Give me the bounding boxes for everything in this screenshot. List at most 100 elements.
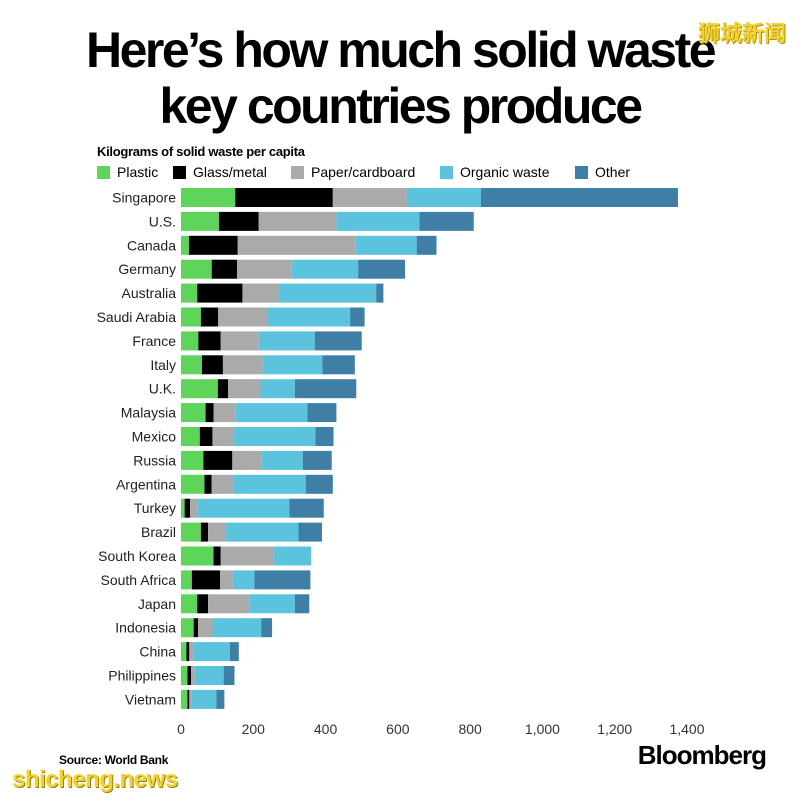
bar-south-korea-glass-metal xyxy=(213,546,221,566)
bar-south-africa-other xyxy=(254,570,311,590)
bar-indonesia-plastic xyxy=(181,618,194,638)
legend-label-other: Other xyxy=(595,164,631,180)
category-label-south-africa: South Africa xyxy=(101,572,177,588)
bar-vietnam-glass-metal xyxy=(187,689,190,709)
chart-title-line-2: key countries produce xyxy=(159,78,644,134)
bar-saudi-arabia-other xyxy=(350,307,365,327)
bar-u-k-other xyxy=(294,379,357,399)
bar-france-plastic xyxy=(181,331,199,351)
bar-russia-plastic xyxy=(181,450,204,470)
category-label-argentina: Argentina xyxy=(116,476,176,492)
bar-france-other xyxy=(314,331,362,351)
bar-russia-other xyxy=(302,450,332,470)
legend: Plastic Glass/metal Paper/cardboard Orga… xyxy=(97,164,697,182)
x-tick-label-800: 800 xyxy=(458,721,482,737)
bar-south-korea-organic-waste xyxy=(273,546,312,566)
category-label-indonesia: Indonesia xyxy=(115,620,176,636)
watermark-url: shicheng.news xyxy=(12,766,178,793)
category-label-russia: Russia xyxy=(133,452,176,468)
bar-china-organic-waste xyxy=(193,642,230,662)
bar-china-other xyxy=(229,642,239,662)
bar-u-k-paper-cardboard xyxy=(227,379,261,399)
bar-australia-plastic xyxy=(181,283,198,303)
chart-title-line-1: Here’s how much solid waste xyxy=(85,22,717,78)
bar-u-s-glass-metal xyxy=(218,211,259,231)
legend-item-other: Other xyxy=(575,164,630,180)
bar-u-k-organic-waste xyxy=(260,379,295,399)
bar-brazil-glass-metal xyxy=(200,522,209,542)
bar-italy-other xyxy=(322,355,355,375)
bar-saudi-arabia-organic-waste xyxy=(267,307,351,327)
bar-canada-organic-waste xyxy=(355,235,417,255)
bar-malaysia-organic-waste xyxy=(235,403,308,423)
bar-russia-organic-waste xyxy=(261,450,303,470)
category-label-turkey: Turkey xyxy=(134,500,176,516)
bar-france-glass-metal xyxy=(198,331,221,351)
bar-mexico-paper-cardboard xyxy=(212,427,235,446)
bar-south-africa-paper-cardboard xyxy=(220,570,233,590)
category-label-saudi-arabia: Saudi Arabia xyxy=(97,309,177,325)
bar-brazil-other xyxy=(298,522,322,542)
bar-germany-other xyxy=(358,259,406,279)
category-label-germany: Germany xyxy=(118,261,176,277)
bar-singapore-other xyxy=(480,188,678,207)
legend-label-glass-metal: Glass/metal xyxy=(193,164,267,180)
legend-swatch-other xyxy=(575,165,588,179)
bar-south-korea-paper-cardboard xyxy=(220,546,274,566)
bar-australia-glass-metal xyxy=(197,283,243,303)
bar-indonesia-paper-cardboard xyxy=(197,618,213,638)
legend-label-paper-cardboard: Paper/cardboard xyxy=(311,164,416,180)
bar-argentina-paper-cardboard xyxy=(211,474,234,494)
bar-france-paper-cardboard xyxy=(220,331,259,351)
bar-canada-plastic xyxy=(181,235,189,255)
bar-vietnam-paper-cardboard xyxy=(189,689,192,709)
bar-saudi-arabia-paper-cardboard xyxy=(218,307,268,327)
bar-philippines-organic-waste xyxy=(194,666,224,685)
x-tick-label-0: 0 xyxy=(177,721,185,737)
legend-swatch-plastic xyxy=(97,165,110,179)
legend-swatch-organic-waste xyxy=(440,165,453,179)
bar-brazil-plastic xyxy=(181,522,201,542)
bar-indonesia-glass-metal xyxy=(193,618,198,638)
bar-u-k-plastic xyxy=(181,379,218,399)
bar-turkey-plastic xyxy=(181,498,185,518)
category-label-canada: Canada xyxy=(127,237,176,253)
bar-vietnam-other xyxy=(216,689,225,709)
bar-malaysia-plastic xyxy=(181,403,206,423)
bar-japan-other xyxy=(294,594,310,614)
bar-canada-other xyxy=(416,235,437,255)
bar-japan-plastic xyxy=(181,594,198,614)
legend-swatch-glass-metal xyxy=(173,165,186,179)
legend-label-organic-waste: Organic waste xyxy=(460,164,550,180)
bar-philippines-glass-metal xyxy=(187,666,192,685)
bar-vietnam-organic-waste xyxy=(191,689,217,709)
bar-japan-paper-cardboard xyxy=(208,594,250,614)
bar-u-s-plastic xyxy=(181,211,219,231)
legend-item-glass-metal: Glass/metal xyxy=(173,164,267,180)
bar-singapore-organic-waste xyxy=(406,188,481,207)
category-label-vietnam: Vietnam xyxy=(125,691,176,707)
watermark-chinese: 狮城新闻 xyxy=(697,22,786,47)
bar-saudi-arabia-glass-metal xyxy=(200,307,219,327)
bar-australia-organic-waste xyxy=(278,283,377,303)
bar-canada-paper-cardboard xyxy=(237,235,356,255)
category-label-south-korea: South Korea xyxy=(98,548,176,564)
bar-u-s-organic-waste xyxy=(336,211,420,231)
source-note: Source: World Bank xyxy=(59,753,169,767)
bar-malaysia-glass-metal xyxy=(205,403,214,423)
bar-russia-paper-cardboard xyxy=(232,450,262,470)
bar-argentina-plastic xyxy=(181,474,205,494)
bar-u-s-paper-cardboard xyxy=(258,211,337,231)
bar-indonesia-other xyxy=(261,618,273,638)
bar-argentina-other xyxy=(305,474,333,494)
legend-item-paper-cardboard: Paper/cardboard xyxy=(291,164,415,180)
bar-france-organic-waste xyxy=(258,331,315,351)
legend-label-plastic: Plastic xyxy=(117,164,159,180)
bar-germany-plastic xyxy=(181,259,212,279)
bar-turkey-organic-waste xyxy=(197,498,290,518)
x-tick-label-1200: 1,200 xyxy=(597,721,632,737)
bar-italy-glass-metal xyxy=(201,355,223,375)
bar-italy-organic-waste xyxy=(262,355,323,375)
category-label-australia: Australia xyxy=(122,285,177,301)
